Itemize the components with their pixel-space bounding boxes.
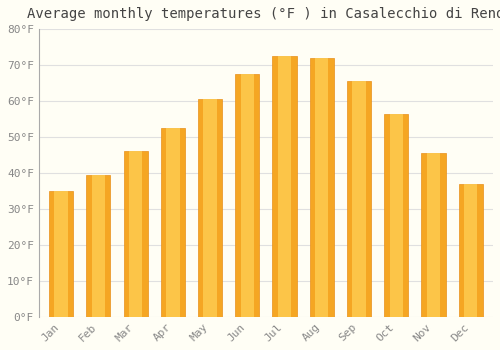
Bar xyxy=(310,58,334,317)
Bar xyxy=(198,99,222,317)
Title: Average monthly temperatures (°F ) in Casalecchio di Reno: Average monthly temperatures (°F ) in Ca… xyxy=(27,7,500,21)
Bar xyxy=(124,151,148,317)
Bar xyxy=(166,128,179,317)
Bar xyxy=(458,184,483,317)
Bar xyxy=(92,175,105,317)
Bar xyxy=(315,58,328,317)
Bar xyxy=(54,191,68,317)
Bar xyxy=(352,81,366,317)
Bar xyxy=(129,151,142,317)
Bar xyxy=(49,191,73,317)
Bar xyxy=(390,114,403,317)
Bar xyxy=(384,114,408,317)
Bar xyxy=(464,184,477,317)
Bar xyxy=(235,74,260,317)
Bar xyxy=(204,99,216,317)
Bar xyxy=(160,128,185,317)
Bar xyxy=(427,153,440,317)
Bar xyxy=(278,56,291,317)
Bar xyxy=(272,56,296,317)
Bar xyxy=(422,153,446,317)
Bar xyxy=(86,175,110,317)
Bar xyxy=(347,81,371,317)
Bar xyxy=(240,74,254,317)
